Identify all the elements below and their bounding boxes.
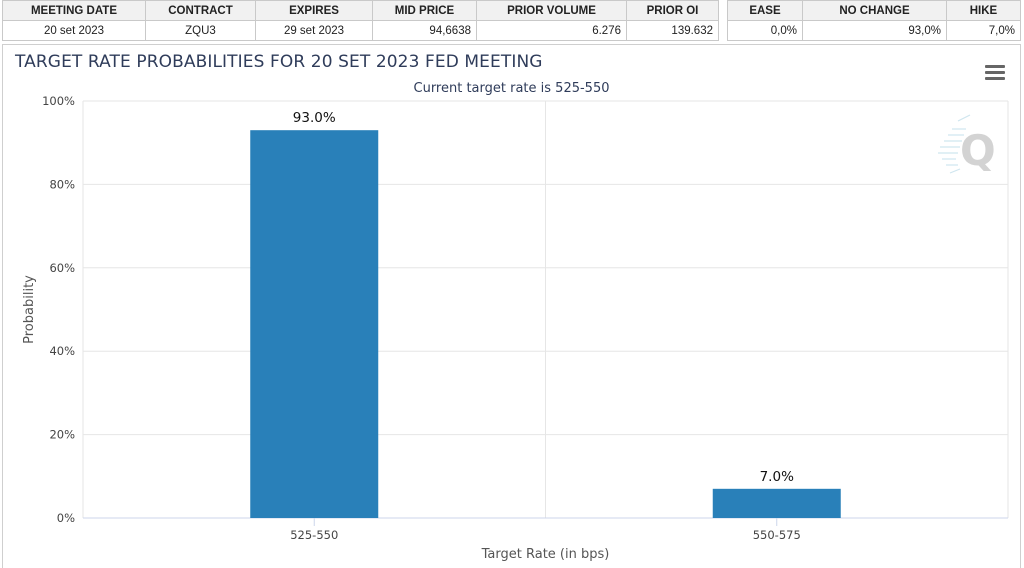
y-tick-label: 0% [57,511,75,525]
cme-q-logo-icon: Q [938,114,996,175]
table-row: 0,0% 93,0% 7,0% [727,20,1021,41]
x-tick-label: 525-550 [290,528,338,542]
header-prior-oi: PRIOR OI [626,0,719,21]
svg-text:Q: Q [960,126,996,175]
header-expires: EXPIRES [255,0,373,21]
data-label: 7.0% [760,469,794,485]
bar-525-550 [250,130,379,518]
cell-contract: ZQU3 [145,20,256,41]
table-row: 20 set 2023 ZQU3 29 set 2023 94,6638 6.2… [2,20,719,41]
contract-summary-table: MEETING DATE CONTRACT EXPIRES MID PRICE … [2,0,719,41]
cell-no-change: 93,0% [802,20,947,41]
rate-change-probability-table: EASE NO CHANGE HIKE 0,0% 93,0% 7,0% [727,0,1021,41]
data-label: 93.0% [293,110,336,126]
y-tick-label: 60% [49,261,75,275]
cell-hike: 7,0% [946,20,1021,41]
header-hike: HIKE [946,0,1021,21]
bar-550-575 [712,488,841,518]
header-mid-price: MID PRICE [372,0,477,21]
chart-title: TARGET RATE PROBABILITIES FOR 20 SET 202… [15,52,543,72]
y-tick-label: 20% [49,428,75,442]
cell-mid-price: 94,6638 [372,20,477,41]
chart-subtitle: Current target rate is 525-550 [413,81,610,96]
cell-prior-volume: 6.276 [476,20,627,41]
header-no-change: NO CHANGE [802,0,947,21]
cell-meeting-date: 20 set 2023 [2,20,146,41]
header-meeting-date: MEETING DATE [2,0,146,21]
table-header-row: MEETING DATE CONTRACT EXPIRES MID PRICE … [2,0,719,21]
x-tick-label: 550-575 [753,528,801,542]
table-header-row: EASE NO CHANGE HIKE [727,0,1021,21]
chart-panel: TARGET RATE PROBABILITIES FOR 20 SET 202… [2,44,1021,568]
header-contract: CONTRACT [145,0,256,21]
x-axis-title: Target Rate (in bps) [481,547,610,562]
y-axis-title: Probability [22,275,37,344]
cell-prior-oi: 139.632 [626,20,719,41]
y-tick-label: 40% [49,344,75,358]
bar-chart: 0% 20% 40% 60% 80% 100% 93.0% 525-550 7.0% 550-57… [22,94,1009,562]
y-tick-label: 80% [49,177,75,191]
hamburger-menu-icon[interactable] [985,65,1005,81]
header-ease: EASE [727,0,803,21]
cell-ease: 0,0% [727,20,803,41]
header-prior-volume: PRIOR VOLUME [476,0,627,21]
y-tick-label: 100% [42,94,75,108]
cell-expires: 29 set 2023 [255,20,373,41]
